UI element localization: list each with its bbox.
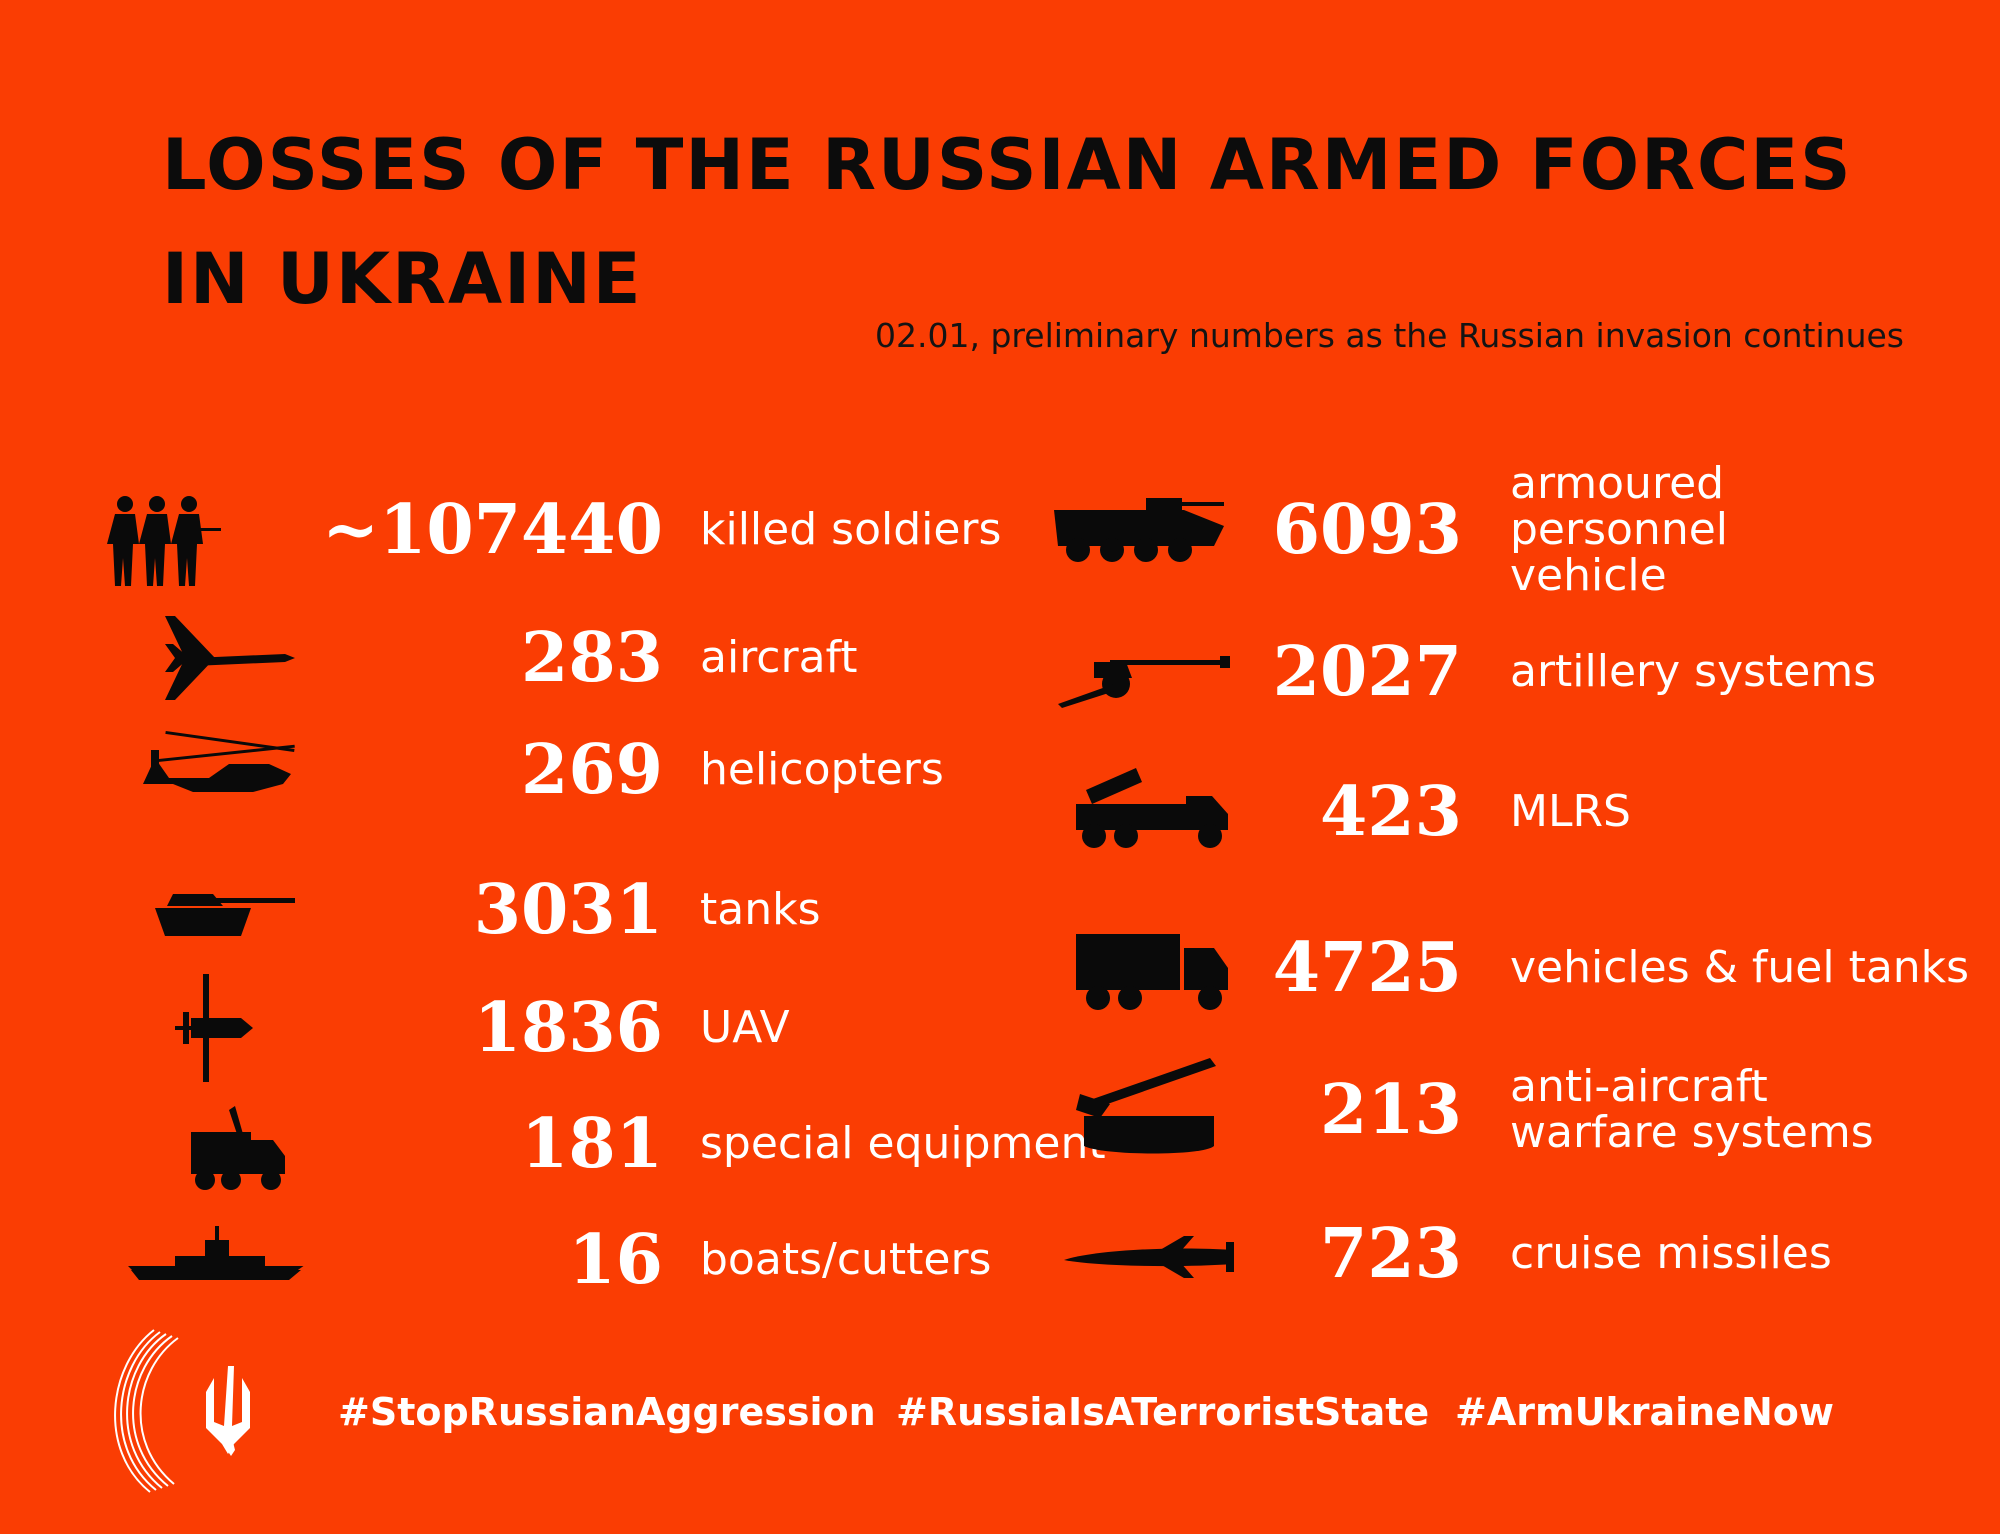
stat-value: 2027 xyxy=(1272,632,1462,712)
stat-label: armoured personnel vehicle xyxy=(1510,458,1729,601)
soldiers-icon xyxy=(95,470,305,590)
boat-icon xyxy=(95,1200,305,1320)
page-subtitle: 02.01, preliminary numbers as the Russia… xyxy=(875,316,1904,355)
footer: #StopRussianAggression #RussiaIsATerrori… xyxy=(0,1300,2000,1520)
stat-label: UAV xyxy=(700,1002,790,1053)
stat-value: 269 xyxy=(521,730,663,810)
stat-label: anti-aircraft warfare systems xyxy=(1510,1061,1874,1158)
hashtag-arm-ukraine-now: #ArmUkraineNow xyxy=(1455,1390,1834,1434)
stat-label: aircraft xyxy=(700,632,858,683)
anti-aircraft-icon xyxy=(1050,1050,1260,1170)
stat-value: ~107440 xyxy=(322,490,663,570)
truck-icon xyxy=(1050,908,1260,1028)
stat-value: 723 xyxy=(1320,1214,1462,1294)
stat-value: 6093 xyxy=(1272,490,1462,570)
hashtag-stop-russian-aggression: #StopRussianAggression xyxy=(338,1390,876,1434)
logo xyxy=(100,1326,280,1496)
stat-label: cruise missiles xyxy=(1510,1228,1832,1279)
stat-value: 423 xyxy=(1320,772,1462,852)
page-title: LOSSES OF THE RUSSIAN ARMED FORCES IN UK… xyxy=(162,124,1853,320)
stat-label: killed soldiers xyxy=(700,504,1002,555)
hashtag-russia-terrorist-state: #RussiaIsATerroristState xyxy=(896,1390,1430,1434)
stat-label: MLRS xyxy=(1510,786,1631,837)
ministry-arcs-icon xyxy=(114,1329,179,1493)
stat-label: boats/cutters xyxy=(700,1234,992,1285)
stat-label: tanks xyxy=(700,884,821,935)
artillery-icon xyxy=(1050,612,1260,732)
cruise-missile-icon xyxy=(1050,1194,1260,1314)
stat-label: special equipment xyxy=(700,1118,1106,1169)
aircraft-icon xyxy=(95,598,305,718)
stat-label: artillery systems xyxy=(1510,646,1877,697)
special-equipment-icon xyxy=(95,1084,305,1204)
stat-value: 283 xyxy=(521,618,663,698)
stat-value: 1836 xyxy=(473,988,663,1068)
stat-label: vehicles & fuel tanks xyxy=(1510,942,1970,993)
tank-icon xyxy=(95,850,305,970)
stat-value: 4725 xyxy=(1272,928,1462,1008)
stat-value: 181 xyxy=(521,1104,663,1184)
mlrs-icon xyxy=(1050,752,1260,872)
stat-value: 3031 xyxy=(473,870,663,950)
stat-value: 16 xyxy=(568,1220,663,1300)
helicopter-icon xyxy=(95,710,305,830)
stat-value: 213 xyxy=(1320,1070,1462,1150)
uav-icon xyxy=(95,968,305,1088)
trident-icon xyxy=(206,1366,250,1456)
apc-icon xyxy=(1050,470,1260,590)
stat-label: helicopters xyxy=(700,744,944,795)
